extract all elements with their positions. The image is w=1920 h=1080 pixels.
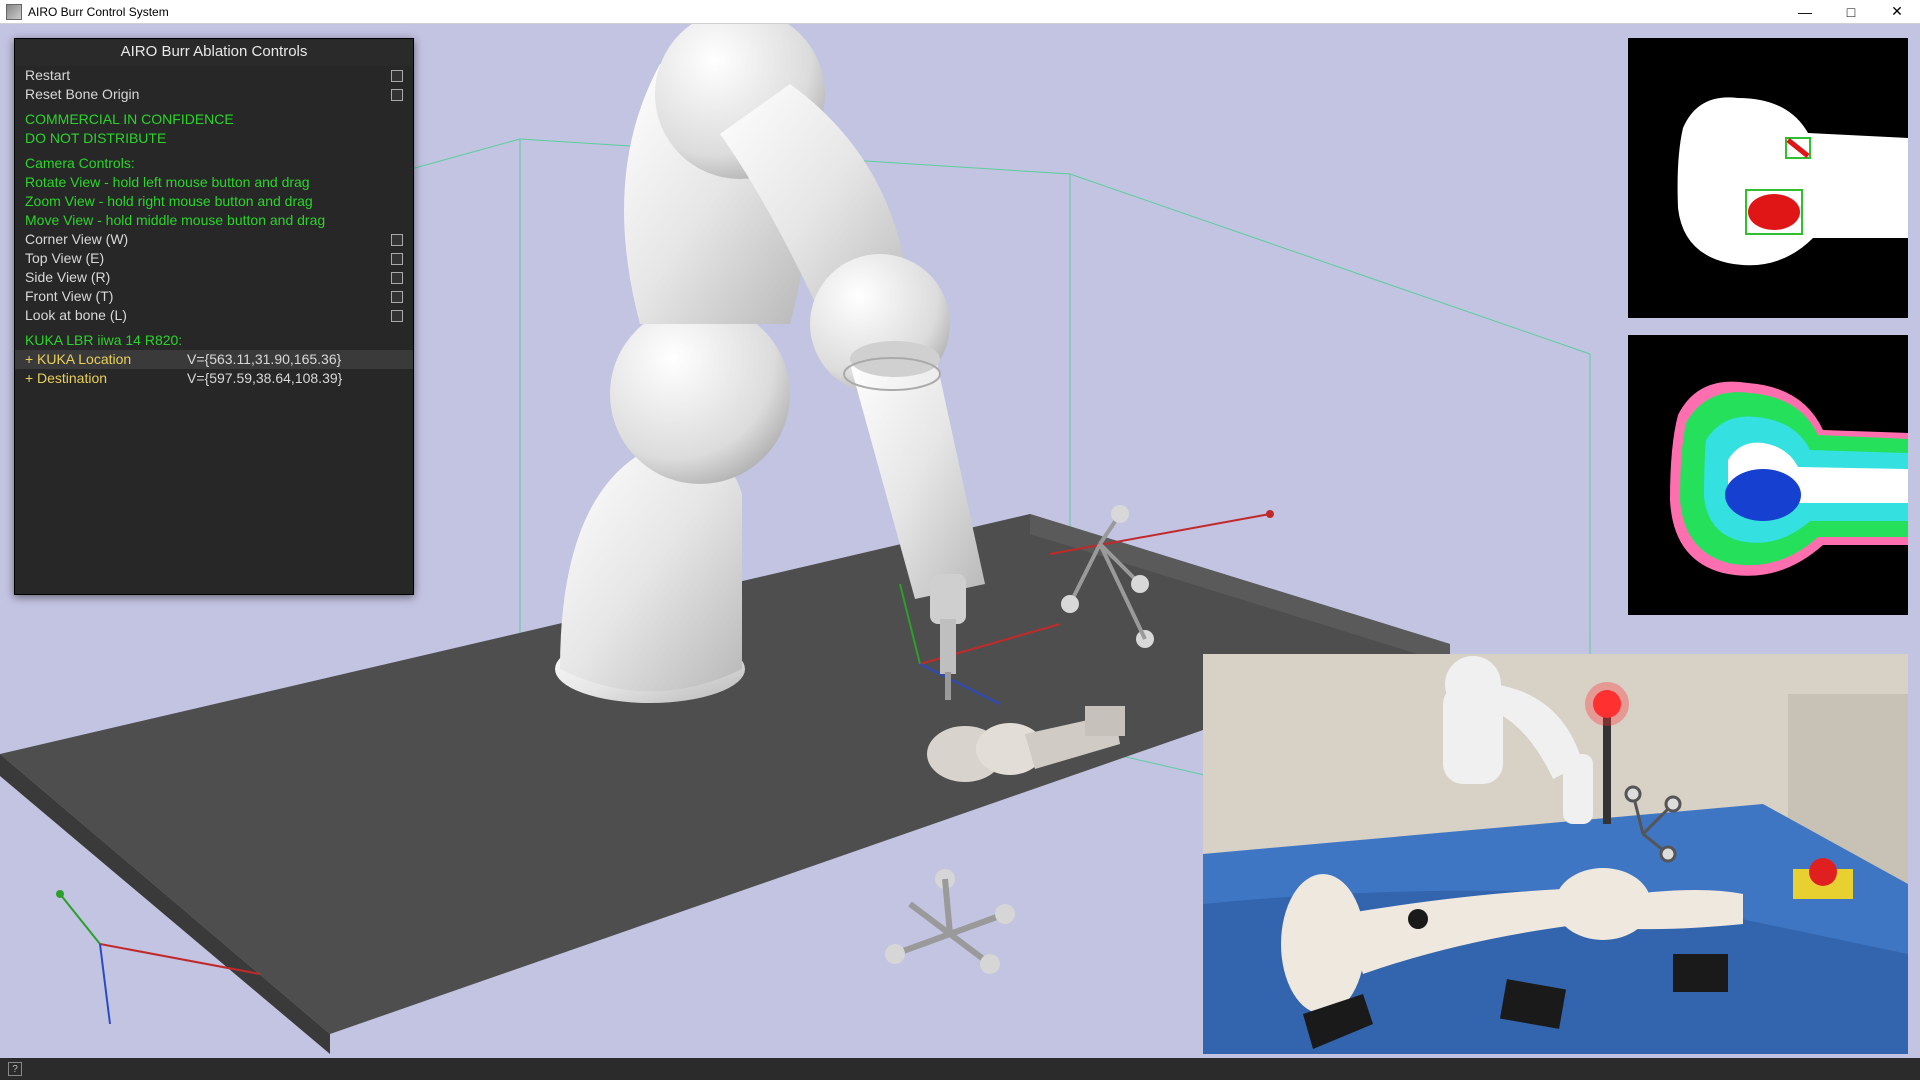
camera-view-option[interactable]: Side View (R) [15, 268, 413, 287]
checkbox-icon[interactable] [391, 253, 403, 265]
camera-view-option[interactable]: Corner View (W) [15, 230, 413, 249]
window-buttons: — □ ✕ [1782, 0, 1920, 24]
close-button[interactable]: ✕ [1874, 0, 1920, 24]
expand-icon[interactable]: + [25, 370, 37, 387]
panel-action[interactable]: Reset Bone Origin [15, 85, 413, 104]
camera-help-text: Move View - hold middle mouse button and… [25, 212, 403, 229]
robot-readout-row[interactable]: + KUKA Location V={563.11,31.90,165.36} [15, 350, 413, 369]
camera-view-label: Look at bone (L) [25, 307, 391, 324]
panel-action-label: Reset Bone Origin [25, 86, 391, 103]
robot-readout-value: V={563.11,31.90,165.36} [187, 351, 341, 368]
robot-readout-row[interactable]: + Destination V={597.59,38.64,108.39} [15, 369, 413, 388]
robot-section-header: KUKA LBR iiwa 14 R820: [25, 332, 403, 349]
minimize-button[interactable]: — [1782, 0, 1828, 24]
camera-help-text: Zoom View - hold right mouse button and … [25, 193, 403, 210]
help-icon[interactable]: ? [8, 1062, 22, 1076]
status-bar: ? [0, 1058, 1920, 1080]
checkbox-icon[interactable] [391, 291, 403, 303]
camera-view-option[interactable]: Look at bone (L) [15, 306, 413, 325]
camera-view-label: Side View (R) [25, 269, 391, 286]
camera-view-option[interactable]: Front View (T) [15, 287, 413, 306]
checkbox-icon[interactable] [391, 310, 403, 322]
camera-feed [1203, 654, 1908, 1054]
bone-heatmap-view[interactable] [1628, 335, 1908, 615]
panel-action-label: Restart [25, 67, 391, 84]
window-titlebar: AIRO Burr Control System — □ ✕ [0, 0, 1920, 24]
robot-readout-value: V={597.59,38.64,108.39} [187, 370, 342, 387]
checkbox-icon[interactable] [391, 89, 403, 101]
window-title: AIRO Burr Control System [28, 5, 1782, 19]
warning-text: COMMERCIAL IN CONFIDENCE [25, 111, 403, 128]
camera-help-text: Rotate View - hold left mouse button and… [25, 174, 403, 191]
bone-mask-view[interactable] [1628, 38, 1908, 318]
warning-text: DO NOT DISTRIBUTE [25, 130, 403, 147]
robot-readout-key: KUKA Location [37, 351, 187, 368]
checkbox-icon[interactable] [391, 70, 403, 82]
control-panel: AIRO Burr Ablation Controls Restart Rese… [14, 38, 414, 595]
camera-view-label: Front View (T) [25, 288, 391, 305]
camera-view-option[interactable]: Top View (E) [15, 249, 413, 268]
expand-icon[interactable]: + [25, 351, 37, 368]
maximize-button[interactable]: □ [1828, 0, 1874, 24]
checkbox-icon[interactable] [391, 272, 403, 284]
checkbox-icon[interactable] [391, 234, 403, 246]
robot-readout-key: Destination [37, 370, 187, 387]
pointer-tool [885, 869, 1015, 974]
app-icon [6, 4, 22, 20]
camera-view-label: Top View (E) [25, 250, 391, 267]
camera-controls-header: Camera Controls: [25, 155, 403, 172]
panel-action[interactable]: Restart [15, 66, 413, 85]
panel-title: AIRO Burr Ablation Controls [15, 39, 413, 66]
camera-view-label: Corner View (W) [25, 231, 391, 248]
